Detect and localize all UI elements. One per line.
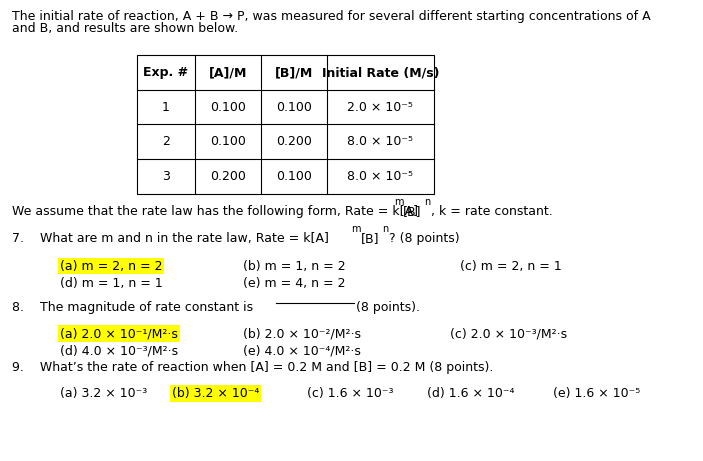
Text: (c) 2.0 × 10⁻³/M²·s: (c) 2.0 × 10⁻³/M²·s: [450, 327, 567, 340]
Text: Exp. #: Exp. #: [143, 66, 188, 79]
Text: m: m: [394, 197, 404, 207]
Text: (e) 1.6 × 10⁻⁵: (e) 1.6 × 10⁻⁵: [553, 387, 640, 400]
Text: n: n: [424, 197, 430, 207]
Text: (d) m = 1, n = 1: (d) m = 1, n = 1: [60, 277, 162, 290]
Text: m: m: [352, 224, 361, 234]
Text: 0.100: 0.100: [276, 170, 312, 183]
Text: (a) 2.0 × 10⁻¹/M²·s: (a) 2.0 × 10⁻¹/M²·s: [60, 327, 178, 340]
Bar: [137, 55, 434, 194]
Text: (d) 4.0 × 10⁻³/M²·s: (d) 4.0 × 10⁻³/M²·s: [60, 344, 178, 357]
Text: (b) m = 1, n = 2: (b) m = 1, n = 2: [243, 260, 345, 272]
Text: (b) 2.0 × 10⁻²/M²·s: (b) 2.0 × 10⁻²/M²·s: [243, 327, 361, 340]
Text: 8.0 × 10⁻⁵: 8.0 × 10⁻⁵: [347, 135, 413, 148]
Text: (c) m = 2, n = 1: (c) m = 2, n = 1: [460, 260, 562, 272]
Text: (8 points).: (8 points).: [356, 301, 420, 313]
Text: [B]/M: [B]/M: [275, 66, 313, 79]
Text: [B]: [B]: [361, 232, 379, 245]
Text: 3: 3: [162, 170, 170, 183]
Text: The initial rate of reaction, A + B → P, was measured for several different star: The initial rate of reaction, A + B → P,…: [12, 10, 650, 23]
Text: (d) 1.6 × 10⁻⁴: (d) 1.6 × 10⁻⁴: [427, 387, 514, 400]
Text: 9.    What’s the rate of reaction when [A] = 0.2 M and [B] = 0.2 M (8 points).: 9. What’s the rate of reaction when [A] …: [12, 361, 494, 373]
Text: 0.100: 0.100: [209, 100, 246, 114]
Text: Initial Rate (M/s): Initial Rate (M/s): [321, 66, 439, 79]
Text: n: n: [382, 224, 388, 234]
Text: 8.    The magnitude of rate constant is: 8. The magnitude of rate constant is: [12, 301, 253, 313]
Text: 0.100: 0.100: [276, 100, 312, 114]
Text: [B]: [B]: [403, 205, 421, 218]
Text: 0.200: 0.200: [209, 170, 246, 183]
Text: , k = rate constant.: , k = rate constant.: [431, 205, 553, 218]
Text: (b) 3.2 × 10⁻⁴: (b) 3.2 × 10⁻⁴: [172, 387, 259, 400]
Text: 8.0 × 10⁻⁵: 8.0 × 10⁻⁵: [347, 170, 413, 183]
Text: (a) 3.2 × 10⁻³: (a) 3.2 × 10⁻³: [60, 387, 147, 400]
Text: 7.    What are m and n in the rate law, Rate = k[A]: 7. What are m and n in the rate law, Rat…: [12, 232, 329, 245]
Text: (e) m = 4, n = 2: (e) m = 4, n = 2: [243, 277, 345, 290]
Text: 0.200: 0.200: [276, 135, 312, 148]
Text: 0.100: 0.100: [209, 135, 246, 148]
Text: (c) 1.6 × 10⁻³: (c) 1.6 × 10⁻³: [307, 387, 394, 400]
Text: 2.0 × 10⁻⁵: 2.0 × 10⁻⁵: [347, 100, 413, 114]
Text: (a) m = 2, n = 2: (a) m = 2, n = 2: [60, 260, 162, 272]
Text: (e) 4.0 × 10⁻⁴/M²·s: (e) 4.0 × 10⁻⁴/M²·s: [243, 344, 361, 357]
Text: [A]/M: [A]/M: [209, 66, 247, 79]
Text: and B, and results are shown below.: and B, and results are shown below.: [12, 22, 238, 35]
Text: ? (8 points): ? (8 points): [389, 232, 459, 245]
Text: We assume that the rate law has the following form, Rate = k[A]: We assume that the rate law has the foll…: [12, 205, 418, 218]
Text: 1: 1: [162, 100, 170, 114]
Text: 2: 2: [162, 135, 170, 148]
